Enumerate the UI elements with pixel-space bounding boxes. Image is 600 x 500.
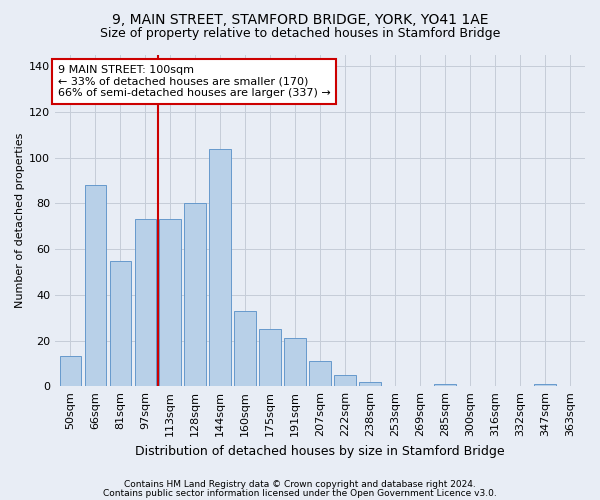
Bar — [434, 384, 455, 386]
Bar — [85, 185, 106, 386]
Bar — [310, 361, 331, 386]
Text: Contains public sector information licensed under the Open Government Licence v3: Contains public sector information licen… — [103, 489, 497, 498]
Bar — [235, 311, 256, 386]
Bar — [110, 260, 131, 386]
Bar — [259, 329, 281, 386]
X-axis label: Distribution of detached houses by size in Stamford Bridge: Distribution of detached houses by size … — [135, 444, 505, 458]
Bar — [184, 204, 206, 386]
Bar — [535, 384, 556, 386]
Bar — [359, 382, 380, 386]
Bar — [334, 375, 356, 386]
Text: Size of property relative to detached houses in Stamford Bridge: Size of property relative to detached ho… — [100, 28, 500, 40]
Bar — [209, 148, 231, 386]
Bar — [284, 338, 306, 386]
Text: 9, MAIN STREET, STAMFORD BRIDGE, YORK, YO41 1AE: 9, MAIN STREET, STAMFORD BRIDGE, YORK, Y… — [112, 12, 488, 26]
Bar — [160, 220, 181, 386]
Text: Contains HM Land Registry data © Crown copyright and database right 2024.: Contains HM Land Registry data © Crown c… — [124, 480, 476, 489]
Text: 9 MAIN STREET: 100sqm
← 33% of detached houses are smaller (170)
66% of semi-det: 9 MAIN STREET: 100sqm ← 33% of detached … — [58, 65, 331, 98]
Bar — [59, 356, 81, 386]
Y-axis label: Number of detached properties: Number of detached properties — [15, 133, 25, 308]
Bar — [134, 220, 156, 386]
